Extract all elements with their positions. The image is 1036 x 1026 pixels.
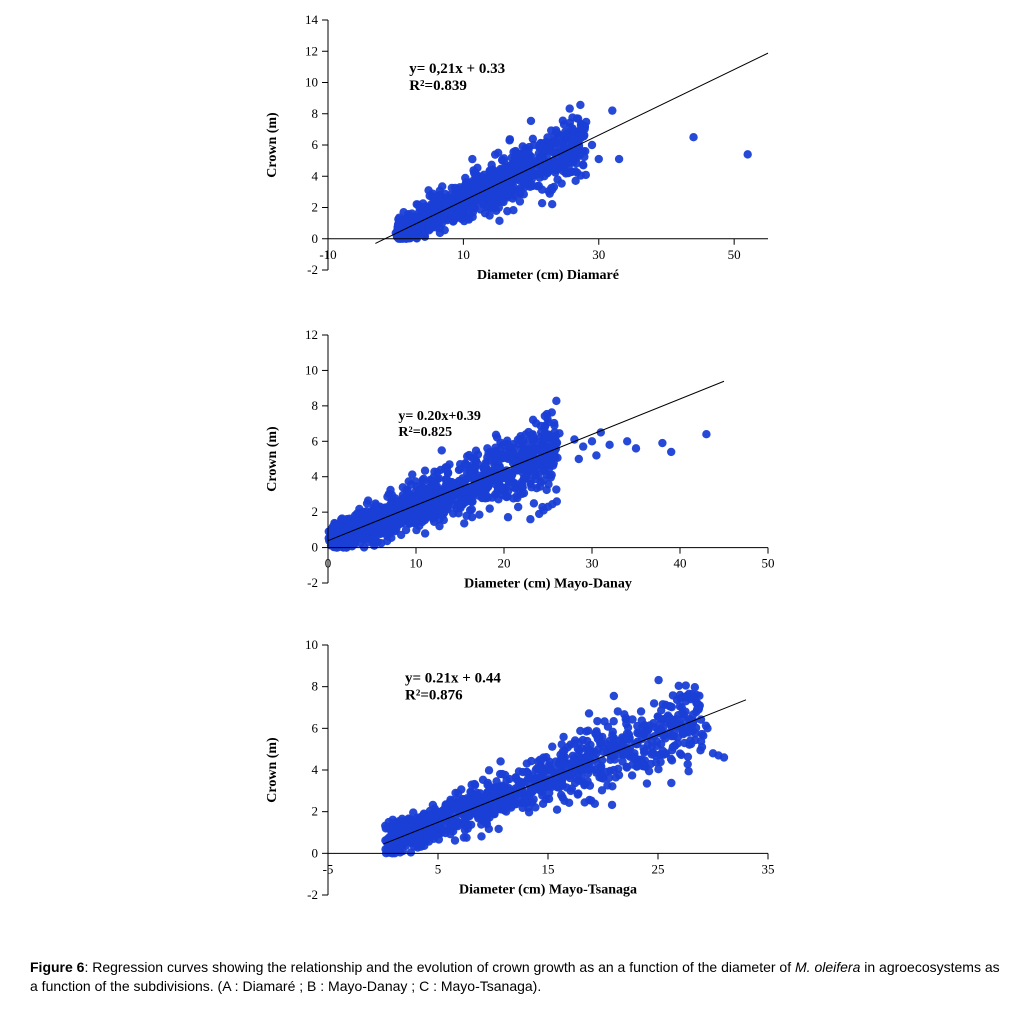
svg-text:6: 6 (312, 137, 319, 152)
svg-text:12: 12 (305, 43, 318, 58)
chart-block-a: -10 10 30 50 -2 0 2 4 6 8 10 12 14 Diameter (cm) Diam… (20, 10, 1016, 315)
chart-block-c: -5 5 15 25 35 -2 0 2 4 6 8 10 Diameter (cm) Mayo-Tsa… (20, 635, 1016, 940)
figure-page: -10103050-202468101214Diameter (cm) Diam… (0, 0, 1036, 1026)
svg-text:2: 2 (312, 200, 319, 215)
svg-text:Crown (m): Crown (m) (265, 737, 280, 803)
svg-text:R²=0.876: R²=0.876 (405, 688, 463, 704)
svg-text:R²=0.839: R²=0.839 (409, 78, 467, 94)
svg-text:10: 10 (410, 556, 423, 571)
svg-text:12: 12 (305, 327, 318, 342)
svg-text:40: 40 (674, 556, 687, 571)
chart-block-b: 0 10 20 30 40 50 -2 0 2 4 6 8 10 12 Diameter (cm) Mayo… (20, 325, 1016, 625)
svg-text:Crown (m): Crown (m) (265, 426, 280, 492)
svg-text:-2: -2 (307, 575, 318, 590)
svg-text:8: 8 (312, 398, 319, 413)
caption-italic: M. oleifera (795, 959, 860, 975)
svg-text:10: 10 (305, 362, 318, 377)
figure-label: Figure 6 (30, 959, 84, 975)
svg-text:10: 10 (457, 247, 470, 262)
svg-text:-10: -10 (319, 247, 336, 262)
caption-text-1: : Regression curves showing the relation… (84, 959, 795, 975)
svg-text:30: 30 (592, 247, 605, 262)
svg-text:20: 20 (498, 556, 511, 571)
svg-text:8: 8 (312, 679, 319, 694)
svg-text:-5: -5 (323, 861, 334, 876)
svg-text:Diameter (cm) Diamaré: Diameter (cm) Diamaré (477, 268, 619, 283)
svg-text:Crown (m): Crown (m) (265, 112, 280, 178)
svg-text:2: 2 (312, 804, 319, 819)
svg-text:8: 8 (312, 106, 319, 121)
svg-text:10: 10 (305, 637, 318, 652)
svg-text:30: 30 (586, 556, 599, 571)
svg-text:0: 0 (312, 231, 319, 246)
svg-text:5: 5 (435, 861, 442, 876)
svg-text:25: 25 (652, 861, 665, 876)
svg-text:15: 15 (542, 861, 555, 876)
svg-text:2: 2 (312, 504, 319, 519)
svg-text:Diameter (cm) Mayo-Tsanaga: Diameter (cm) Mayo-Tsanaga (459, 882, 637, 897)
svg-text:4: 4 (312, 762, 319, 777)
svg-text:50: 50 (728, 247, 741, 262)
svg-text:-2: -2 (307, 262, 318, 277)
chart-b: 0 10 20 30 40 50 -2 0 2 4 6 8 10 12 Diameter (cm) Mayo… (238, 325, 798, 625)
chart-a: -10 10 30 50 -2 0 2 4 6 8 10 12 14 Diameter (cm) Diam… (238, 10, 798, 315)
svg-text:4: 4 (312, 469, 319, 484)
svg-text:4: 4 (312, 168, 319, 183)
svg-text:6: 6 (312, 720, 319, 735)
svg-text:Diameter (cm) Mayo-Danay: Diameter (cm) Mayo-Danay (464, 577, 632, 592)
svg-text:R²=0.825: R²=0.825 (398, 425, 452, 440)
chart-c: -5 5 15 25 35 -2 0 2 4 6 8 10 Diameter (cm) Mayo-Tsa… (238, 635, 798, 940)
svg-text:6: 6 (312, 433, 319, 448)
svg-text:14: 14 (305, 12, 319, 27)
svg-text:10: 10 (305, 75, 318, 90)
svg-text:35: 35 (762, 861, 775, 876)
svg-text:y= 0.20x+0.39: y= 0.20x+0.39 (398, 409, 480, 424)
svg-text:-2: -2 (307, 887, 318, 902)
svg-text:50: 50 (762, 556, 775, 571)
svg-text:y= 0.21x + 0.44: y= 0.21x + 0.44 (405, 671, 501, 687)
figure-caption: Figure 6: Regression curves showing the … (20, 958, 1016, 996)
svg-text:0: 0 (312, 540, 319, 555)
svg-text:y= 0,21x + 0.33: y= 0,21x + 0.33 (409, 61, 505, 77)
svg-text:0: 0 (312, 845, 319, 860)
svg-text:0: 0 (325, 556, 332, 571)
